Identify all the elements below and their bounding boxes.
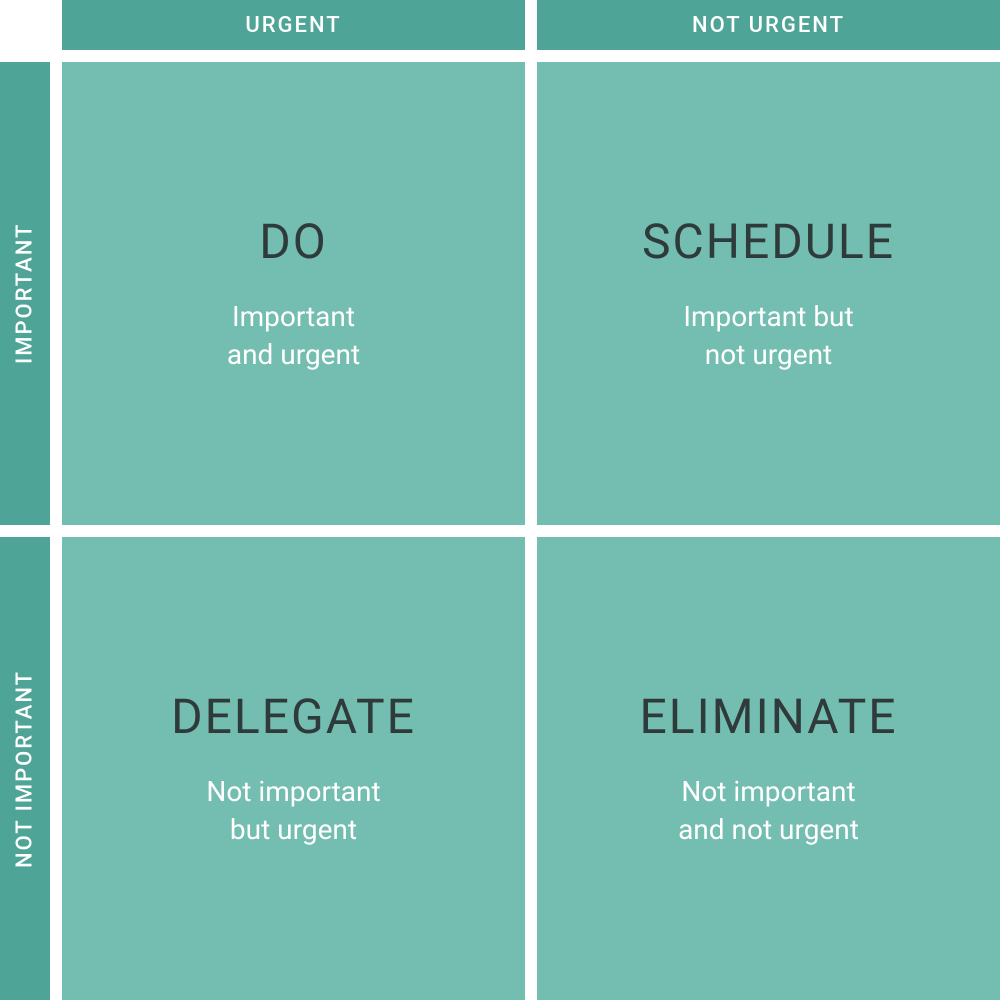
row-header-label: NOT IMPORTANT [13,669,38,867]
quadrant-title: ELIMINATE [639,688,897,745]
quadrant-title: DELEGATE [171,688,416,745]
quadrant-schedule: SCHEDULE Important but not urgent [537,62,1000,525]
quadrant-do: DO Important and urgent [62,62,525,525]
col-header-label: URGENT [245,13,341,38]
col-header-label: NOT URGENT [692,13,845,38]
row-header-not-important: NOT IMPORTANT [0,537,50,1000]
quadrant-delegate: DELEGATE Not important but urgent [62,537,525,1000]
quadrant-subtitle: Not important and not urgent [678,773,859,849]
quadrant-title: SCHEDULE [642,213,895,270]
quadrant-subtitle: Important and urgent [227,298,360,374]
col-header-not-urgent: NOT URGENT [537,0,1000,50]
matrix-corner [0,0,50,50]
row-header-important: IMPORTANT [0,62,50,525]
quadrant-subtitle: Not important but urgent [206,773,380,849]
quadrant-eliminate: ELIMINATE Not important and not urgent [537,537,1000,1000]
eisenhower-matrix: URGENT NOT URGENT IMPORTANT DO Important… [0,0,1000,1000]
quadrant-title: DO [259,213,328,270]
col-header-urgent: URGENT [62,0,525,50]
row-header-label: IMPORTANT [13,223,38,364]
quadrant-subtitle: Important but not urgent [683,298,853,374]
